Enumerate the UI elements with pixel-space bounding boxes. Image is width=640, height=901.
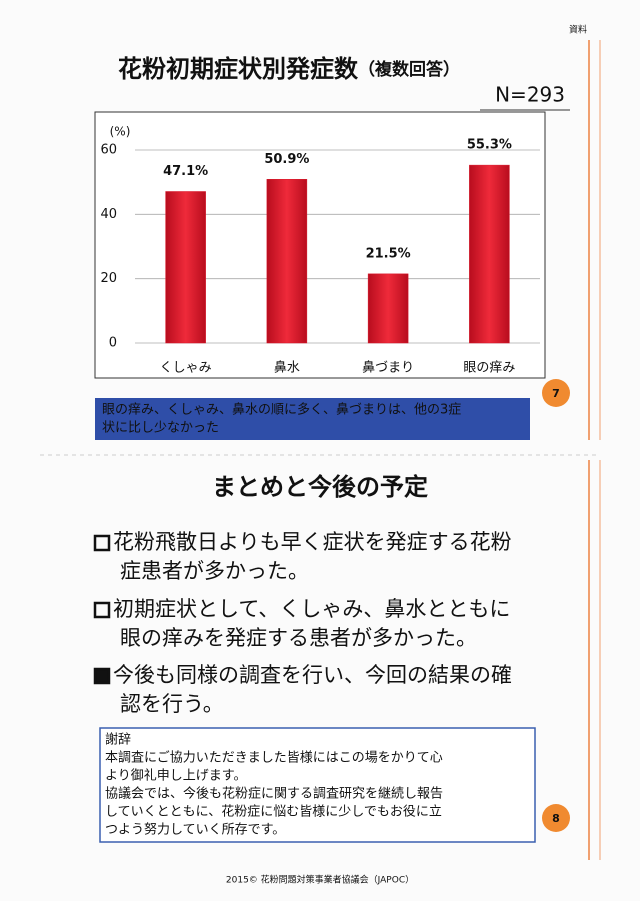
ack-box — [99, 727, 536, 843]
ack-text: 本調査にご協力いただきました皆様にはこの場をかりて心 — [105, 750, 443, 766]
bullet-marker — [93, 601, 111, 619]
chart-title: 花粉初期症状別発症数（複数回答） — [118, 55, 460, 83]
bullet-text: 症患者が多かった。 — [120, 559, 309, 583]
annotation: N=293 — [495, 83, 565, 107]
header-label: 資料 — [569, 24, 587, 36]
value-label: 47.1% — [163, 164, 208, 179]
bullet-marker — [93, 667, 111, 685]
note-box — [95, 398, 530, 440]
y-axis-label: (%) — [110, 125, 131, 139]
ack-text: より御礼申し上げます。 — [105, 768, 246, 784]
footer: 2015© 花粉問題対策事業者協議会（JAPOC） — [226, 874, 414, 886]
ack-text: つよう努力していく所存です。 — [105, 823, 285, 838]
bullet-text: 眼の痒みを発症する患者が多かった。 — [120, 626, 477, 650]
y-tick-label: 40 — [100, 207, 117, 222]
x-tick-label: 鼻づまり — [362, 360, 414, 376]
note-text: 状に比し少なかった — [102, 421, 219, 436]
value-label: 55.3% — [467, 138, 512, 153]
bar — [469, 164, 510, 344]
x-tick-label: くしゃみ — [160, 361, 212, 376]
page-number: 7 — [552, 387, 560, 400]
page-number: 8 — [552, 812, 560, 825]
title-sub: （複数回答） — [358, 59, 460, 80]
ack-title: 謝辞 — [105, 733, 131, 748]
bar — [367, 273, 409, 344]
value-label: 50.9% — [264, 152, 309, 167]
page-badge — [542, 379, 570, 407]
slide-title: まとめと今後の予定 — [212, 473, 428, 501]
bullet-text: 初期症状として、くしゃみ、鼻水とともに — [113, 597, 510, 621]
y-tick-label: 60 — [100, 143, 117, 158]
bullet-marker — [93, 534, 111, 552]
bar — [266, 179, 308, 344]
title-main: 花粉初期症状別発症数 — [118, 55, 359, 83]
y-tick-label: 20 — [100, 271, 117, 286]
page-badge — [542, 804, 570, 832]
y-tick-label: 0 — [109, 336, 117, 351]
value-label: 21.5% — [366, 246, 411, 261]
x-tick-label: 鼻水 — [274, 360, 300, 376]
note-text: 眼の痒み、くしゃみ、鼻水の順に多く、鼻づまりは、他の3症 — [102, 402, 461, 418]
x-tick-label: 眼の痒み — [463, 360, 515, 376]
bullet-text: 花粉飛散日よりも早く症状を発症する花粉 — [113, 530, 512, 554]
bullet-text: 今後も同様の調査を行い、今回の結果の確 — [113, 663, 512, 687]
bar — [165, 191, 206, 344]
ack-text: していくとともに、花粉症に悩む皆様に少しでもお役に立 — [105, 804, 442, 820]
bullet-text: 認を行う。 — [120, 692, 224, 716]
ack-text: 協議会では、今後も花粉症に関する調査研究を継続し報告 — [105, 786, 443, 802]
